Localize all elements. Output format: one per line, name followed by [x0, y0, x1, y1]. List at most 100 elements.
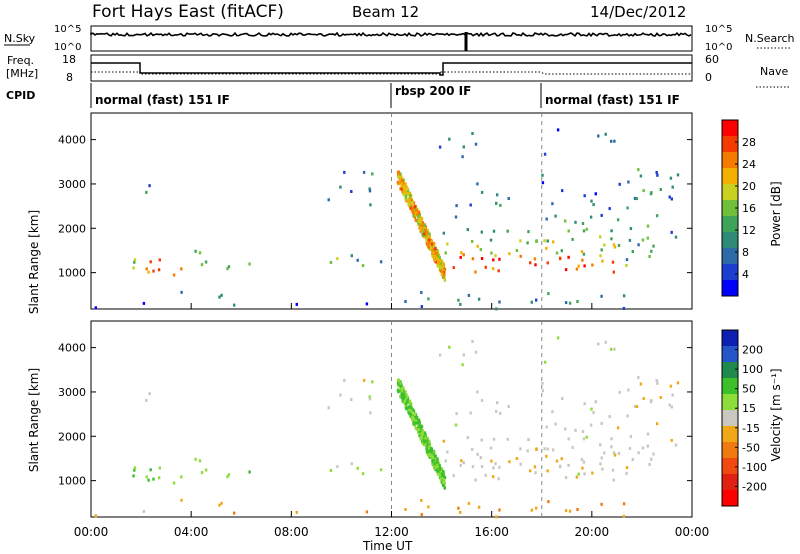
velocity-colorbar-tick: 200 — [742, 344, 763, 357]
velocity-cell — [424, 443, 427, 447]
velocity-cell — [356, 466, 359, 470]
power-cell — [426, 242, 429, 246]
power-colorbar-swatch — [722, 184, 738, 201]
freq-tick-bottom: 8 — [66, 71, 73, 84]
velocity-cell — [498, 465, 501, 469]
power-cell — [408, 204, 411, 208]
velocity-cell — [633, 404, 637, 408]
power-cell — [421, 221, 425, 225]
power-cell — [421, 234, 425, 237]
velocity-cell — [455, 412, 458, 416]
power-cell — [142, 301, 146, 305]
power-cell — [435, 251, 439, 255]
power-cell — [421, 223, 424, 227]
power-cell — [204, 260, 208, 264]
power-cell — [397, 170, 401, 174]
power-colorbar-swatch — [722, 200, 738, 217]
power-cell — [490, 251, 493, 255]
power-cell — [436, 254, 439, 257]
power-cell — [397, 175, 400, 179]
power-cell — [612, 270, 615, 274]
power-cell — [420, 226, 424, 229]
velocity-cell — [408, 412, 411, 416]
velocity-y-tick-label: 3000 — [58, 386, 86, 399]
power-cell — [616, 218, 620, 222]
velocity-cell — [471, 447, 474, 451]
power-cell — [418, 226, 421, 230]
x-tick-label: 08:00 — [274, 525, 309, 539]
velocity-cell — [412, 420, 415, 424]
velocity-colorbar-swatch — [722, 362, 738, 379]
velocity-cell — [411, 408, 414, 412]
power-cell — [670, 197, 673, 201]
velocity-cell — [626, 414, 629, 418]
power-cell — [430, 242, 434, 246]
velocity-cell — [438, 353, 442, 357]
velocity-cell — [610, 437, 613, 441]
velocity-cell — [379, 468, 383, 472]
power-cell — [479, 248, 482, 252]
velocity-cell — [420, 425, 424, 429]
power-cell — [492, 229, 496, 233]
power-cell — [613, 139, 616, 143]
velocity-cell — [506, 437, 509, 441]
velocity-cell — [400, 395, 403, 399]
velocity-cell — [443, 480, 446, 484]
plot-title: Fort Hays East (fitACF) — [92, 2, 284, 22]
velocity-colorbar-tick: -50 — [742, 441, 760, 454]
velocity-cell — [423, 440, 426, 444]
power-cell — [295, 302, 298, 306]
velocity-cell — [148, 392, 151, 396]
velocity-cell — [429, 450, 432, 454]
velocity-cell — [519, 462, 522, 466]
power-cell — [610, 229, 613, 233]
velocity-cell — [421, 442, 425, 445]
power-cell — [608, 207, 611, 211]
power-cell — [400, 184, 403, 188]
power-cell — [432, 248, 435, 252]
power-cell — [401, 189, 404, 193]
velocity-cell — [649, 400, 653, 404]
velocity-cell — [422, 438, 425, 442]
velocity-cell — [462, 461, 465, 465]
power-cell — [635, 197, 639, 201]
power-cell — [590, 199, 593, 203]
power-cell — [597, 134, 600, 138]
velocity-cell — [459, 463, 462, 467]
power-cell — [413, 205, 416, 209]
velocity-cell — [405, 393, 408, 397]
velocity-cell — [600, 502, 603, 506]
power-cell — [508, 252, 511, 256]
velocity-cell — [479, 456, 482, 460]
power-cell — [350, 254, 353, 258]
velocity-cell — [446, 450, 449, 454]
velocity-cell — [329, 469, 333, 472]
velocity-cell — [533, 465, 537, 469]
power-colorbar-swatch — [722, 280, 738, 297]
power-cell — [604, 132, 607, 136]
power-cell — [652, 244, 655, 248]
velocity-cell — [218, 503, 221, 507]
power-cell — [417, 220, 421, 223]
power-cell — [418, 213, 421, 217]
power-cell — [649, 192, 653, 196]
velocity-cell — [172, 481, 176, 485]
power-cell — [148, 184, 151, 188]
power-cell — [471, 257, 475, 261]
velocity-cell — [571, 445, 574, 449]
velocity-cell — [420, 429, 423, 433]
velocity-cell — [439, 477, 442, 481]
velocity-cell — [581, 430, 585, 433]
power-cell — [413, 216, 417, 219]
velocity-cell — [407, 400, 410, 404]
power-cell — [441, 264, 445, 268]
power-cell — [133, 260, 136, 264]
power-cell — [404, 300, 407, 303]
power-cell — [622, 294, 626, 298]
velocity-cell — [610, 445, 613, 449]
power-cell — [454, 215, 458, 219]
power-cell — [574, 220, 577, 224]
power-cell — [422, 230, 425, 234]
power-cell — [157, 268, 161, 272]
velocity-cell — [575, 475, 579, 479]
